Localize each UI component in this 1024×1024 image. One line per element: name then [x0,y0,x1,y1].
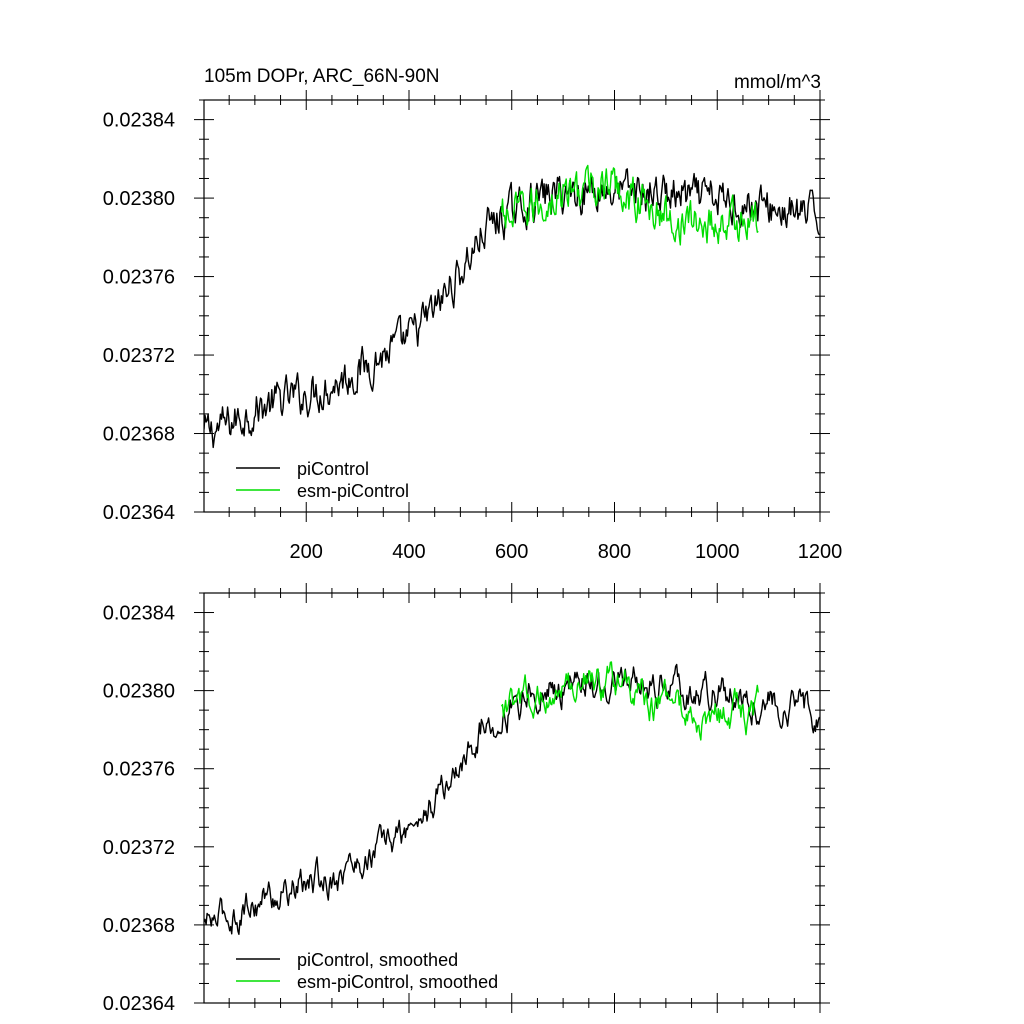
legend-label: esm-piControl [297,481,409,501]
y-tick-label: 0.02380 [103,188,175,210]
x-tick-label: 800 [598,541,631,563]
legend-label: piControl, smoothed [297,950,458,970]
series-line-picontrol-smoothed [204,663,820,935]
x-tick-label: 600 [495,541,528,563]
legend-label: piControl [297,459,369,479]
y-tick-label: 0.02364 [103,502,175,524]
y-tick-label: 0.02372 [103,837,175,859]
y-tick-label: 0.02376 [103,759,175,781]
y-tick-label: 0.02384 [103,110,175,132]
units-label: mmol/m^3 [734,72,821,93]
y-tick-label: 0.02380 [103,681,175,703]
plot-frame [203,592,821,1004]
legend-label: esm-piControl, smoothed [297,972,498,992]
series-line-esm-picontrol-smoothed [500,661,759,741]
y-tick-label: 0.02368 [103,915,175,937]
x-tick-label: 400 [392,541,425,563]
x-tick-label: 200 [290,541,323,563]
x-tick-label: 1000 [695,541,740,563]
x-tick-label: 1200 [798,541,843,563]
series-line-picontrol [204,168,820,449]
y-tick-label: 0.02364 [103,993,175,1015]
series-line-esm-picontrol [500,164,759,246]
y-tick-label: 0.02368 [103,424,175,446]
y-tick-label: 0.02372 [103,345,175,367]
bottom-panel: 0.02364 0.02368 0.02372 0.02376 0.02380 0.023… [103,583,830,1015]
top-panel: 200 400 600 800 1000 1200 0.02364 0.02368 0.0237… [103,90,843,563]
plot-frame [203,99,821,513]
chart-title: 105m DOPr, ARC_66N-90N [204,66,440,87]
y-tick-label: 0.02384 [103,603,175,625]
y-tick-label: 0.02376 [103,267,175,289]
